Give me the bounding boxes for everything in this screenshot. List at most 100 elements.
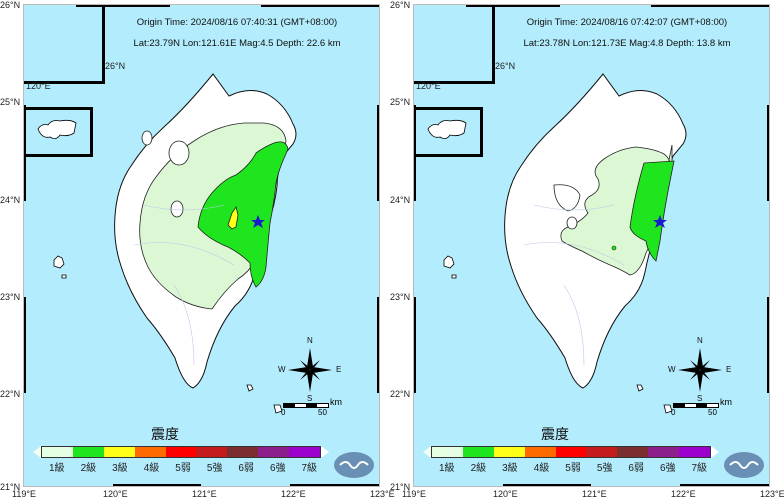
level-label: 6弱 <box>628 463 644 474</box>
taiwan-map <box>427 73 687 414</box>
colorbar-seg-5 <box>555 447 587 457</box>
frame-tick <box>377 297 379 393</box>
inset-lon-label: 120°E <box>416 81 441 91</box>
colorbar-seg-4 <box>524 447 556 457</box>
colorbar-labels: 1級 2級 3級 4級 5弱 5強 6弱 6強 7級 <box>41 459 325 474</box>
lat-label-25: 25°N <box>0 97 21 107</box>
frame-tick <box>76 5 170 7</box>
scale-bar: km 0 50 <box>670 397 732 420</box>
colorbar-seg-3 <box>493 447 525 457</box>
cwa-logo-icon <box>334 452 374 478</box>
event-info: Origin Time: 2024/08/16 07:42:07 (GMT+08… <box>482 12 772 54</box>
level-label: 5強 <box>206 463 223 474</box>
colorbar-right-arrow <box>711 446 719 458</box>
lat-label-24: 24°N <box>0 195 21 205</box>
frame-tick <box>290 484 379 486</box>
colorbar-right-arrow <box>321 446 329 458</box>
colorbar-seg-8 <box>258 447 290 457</box>
level-label: 5弱 <box>175 463 191 474</box>
colorbar-seg-2 <box>462 447 494 457</box>
origin-time: Origin Time: 2024/08/16 07:40:31 (GMT+08… <box>136 17 338 28</box>
lat-label-21: 21°N <box>0 482 21 492</box>
lat-label-22: 22°N <box>390 389 411 399</box>
level-label: 1級 <box>49 463 65 474</box>
colorbar-seg-7 <box>227 447 259 457</box>
colorbar-seg-4 <box>134 447 166 457</box>
lon-label-121: 121°E <box>192 489 217 499</box>
colorbar-seg-3 <box>103 447 135 457</box>
lon-label-123: 123°E <box>370 489 395 499</box>
level-label: 2級 <box>470 463 487 474</box>
compass-rose-icon: N S W E <box>668 336 732 403</box>
level-label: 3級 <box>112 463 128 474</box>
cwa-logo-icon <box>724 452 764 478</box>
matsu-inset <box>414 5 495 84</box>
scale-start: 0 <box>671 408 676 417</box>
level-label: 5弱 <box>565 463 581 474</box>
inset-lat-label: 26°N <box>495 61 516 71</box>
frame-tick <box>503 484 591 486</box>
frame-tick <box>261 5 379 7</box>
compass-rose-icon: N S W E <box>278 336 342 403</box>
event-info: Origin Time: 2024/08/16 07:40:31 (GMT+08… <box>92 12 382 54</box>
colorbar-seg-6 <box>196 447 228 457</box>
colorbar-seg-9 <box>679 447 711 457</box>
compass-s: S <box>307 394 313 403</box>
intensity-map-panel-1: 26°N 25°N 24°N 23°N 22°N 21°N 26°N 120°E <box>0 0 395 499</box>
lat-label-21: 21°N <box>390 482 411 492</box>
intensity-colorbar <box>41 446 321 458</box>
level-label: 7級 <box>301 463 318 474</box>
colorbar-seg-6 <box>586 447 618 457</box>
level-label: 6弱 <box>238 463 254 474</box>
lon-label-120: 120°E <box>493 489 518 499</box>
frame-tick <box>767 297 769 393</box>
intensity-colorbar <box>431 446 711 458</box>
lon-label-123: 123°E <box>760 489 784 499</box>
lat-label-26: 26°N <box>390 0 411 10</box>
scale-end: 50 <box>708 408 717 417</box>
lon-label-122: 122°E <box>671 489 696 499</box>
inset-lat-label: 26°N <box>105 61 126 71</box>
colorbar-seg-5 <box>165 447 197 457</box>
lat-label-22: 22°N <box>0 389 21 399</box>
level-label: 5強 <box>596 463 613 474</box>
level-label: 4級 <box>533 463 550 474</box>
intensity-map-panel-2: 26°N 25°N 24°N 23°N 22°N 21°N 26°N 120°E <box>390 0 784 500</box>
frame-tick <box>466 5 560 7</box>
colorbar-seg-7 <box>617 447 649 457</box>
origin-time: Origin Time: 2024/08/16 07:42:07 (GMT+08… <box>526 17 728 28</box>
compass-e: E <box>336 365 342 374</box>
frame-tick <box>377 105 379 201</box>
frame-tick <box>24 297 26 393</box>
level-label: 3級 <box>502 463 518 474</box>
kinmen-inset <box>414 107 483 157</box>
level-label: 6強 <box>269 463 286 474</box>
lon-label-119: 119°E <box>402 489 426 499</box>
colorbar-seg-8 <box>648 447 680 457</box>
frame-tick <box>24 105 26 201</box>
lat-label-23: 23°N <box>0 292 21 302</box>
lon-label-119: 119°E <box>12 489 36 499</box>
epicenter-star-icon <box>251 215 265 228</box>
lat-label-25: 25°N <box>390 97 411 107</box>
level-label: 6強 <box>659 463 676 474</box>
scale-unit: km <box>330 397 342 407</box>
lon-label-122: 122°E <box>281 489 306 499</box>
colorbar-seg-1 <box>432 447 463 457</box>
colorbar-labels: 1級 2級 3級 4級 5弱 5強 6弱 6強 7級 <box>431 459 715 474</box>
colorbar-seg-1 <box>42 447 73 457</box>
frame-tick <box>414 297 416 393</box>
legend-title: 震度 <box>541 426 569 442</box>
lat-label-26: 26°N <box>0 0 21 10</box>
level-label: 7級 <box>691 463 708 474</box>
kinmen-inset <box>24 107 93 157</box>
scale-bar: km 0 50 <box>280 397 342 420</box>
lat-label-23: 23°N <box>390 292 411 302</box>
level-label: 2級 <box>80 463 97 474</box>
colorbar-seg-2 <box>72 447 104 457</box>
compass-e: E <box>726 365 732 374</box>
frame-tick <box>113 484 201 486</box>
lat-label-24: 24°N <box>390 195 411 205</box>
colorbar-left-arrow <box>423 446 431 458</box>
frame-tick <box>651 5 769 7</box>
